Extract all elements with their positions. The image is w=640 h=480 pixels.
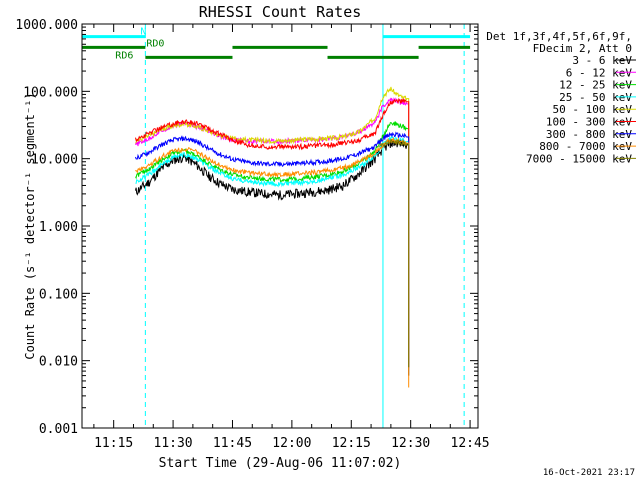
series-line-5 xyxy=(135,97,410,368)
series-line-6 xyxy=(135,131,410,368)
y-tick-label-2: 0.100 xyxy=(39,287,78,302)
chart-title: RHESSI Count Rates xyxy=(199,3,362,21)
legend-label-0: 3 - 6 keV xyxy=(572,54,632,67)
plot-frame xyxy=(81,23,479,429)
y-tick-label-3: 1.000 xyxy=(39,220,78,235)
y-tick-label-1: 0.010 xyxy=(39,355,78,370)
x-tick-label-3: 12:00 xyxy=(272,436,311,451)
legend-label-6: 300 - 800 keV xyxy=(546,128,632,141)
y-axis-label: Count Rate (s⁻¹ detector⁻¹ segment⁻¹) xyxy=(23,92,37,359)
series-line-3 xyxy=(135,135,410,368)
data-series xyxy=(135,86,410,388)
y-tick-label-4: 10.000 xyxy=(31,153,78,168)
legend-label-2: 12 - 25 keV xyxy=(559,79,632,92)
x-tick-label-0: 11:15 xyxy=(94,436,133,451)
x-tick-label-6: 12:45 xyxy=(451,436,490,451)
legend-label-4: 50 - 100 keV xyxy=(553,103,633,116)
series-line-8 xyxy=(378,138,410,368)
series-line-7 xyxy=(135,136,410,388)
y-axis: 0.001 0.010 0.100 1.000 10.000 100.000 1000.00… xyxy=(15,18,478,437)
series-line-1 xyxy=(135,97,410,368)
x-axis-label: Start Time (29-Aug-06 11:07:02) xyxy=(159,456,402,471)
vertical-markers xyxy=(81,24,465,428)
legend-label-1: 6 - 12 keV xyxy=(566,66,633,79)
series-line-0 xyxy=(135,138,410,376)
y-tick-label-0: 0.001 xyxy=(39,422,78,437)
legend-label-8: 7000 - 15000 keV xyxy=(526,152,632,165)
x-tick-label-5: 12:30 xyxy=(391,436,430,451)
date-stamp: 16-Oct-2021 23:17 xyxy=(543,468,635,478)
x-tick-label-4: 12:15 xyxy=(332,436,371,451)
state-bar-label-0: N xyxy=(140,27,146,38)
y-tick-label-6: 1000.000 xyxy=(15,18,78,33)
legend-header-line-1: Det 1f,3f,4f,5f,6f,9f, xyxy=(486,30,632,43)
legend-label-3: 25 - 50 keV xyxy=(559,91,632,104)
legend: Det 1f,3f,4f,5f,6f,9f, FDecim 2, Att 0 3… xyxy=(486,30,636,165)
legend-label-7: 800 - 7000 keV xyxy=(539,140,632,153)
x-tick-label-2: 11:45 xyxy=(213,436,252,451)
state-bar-label-2: RD6 xyxy=(115,50,133,61)
legend-header-line-2: FDecim 2, Att 0 xyxy=(533,42,632,55)
legend-label-5: 100 - 300 keV xyxy=(546,116,632,129)
x-axis: 11:15 11:30 11:45 12:00 12:15 12:30 12:45 xyxy=(93,24,490,451)
x-tick-label-1: 11:30 xyxy=(154,436,193,451)
series-line-4 xyxy=(135,86,410,368)
state-bar-label-1: RD0 xyxy=(146,38,164,49)
y-tick-label-5: 100.000 xyxy=(23,85,78,100)
